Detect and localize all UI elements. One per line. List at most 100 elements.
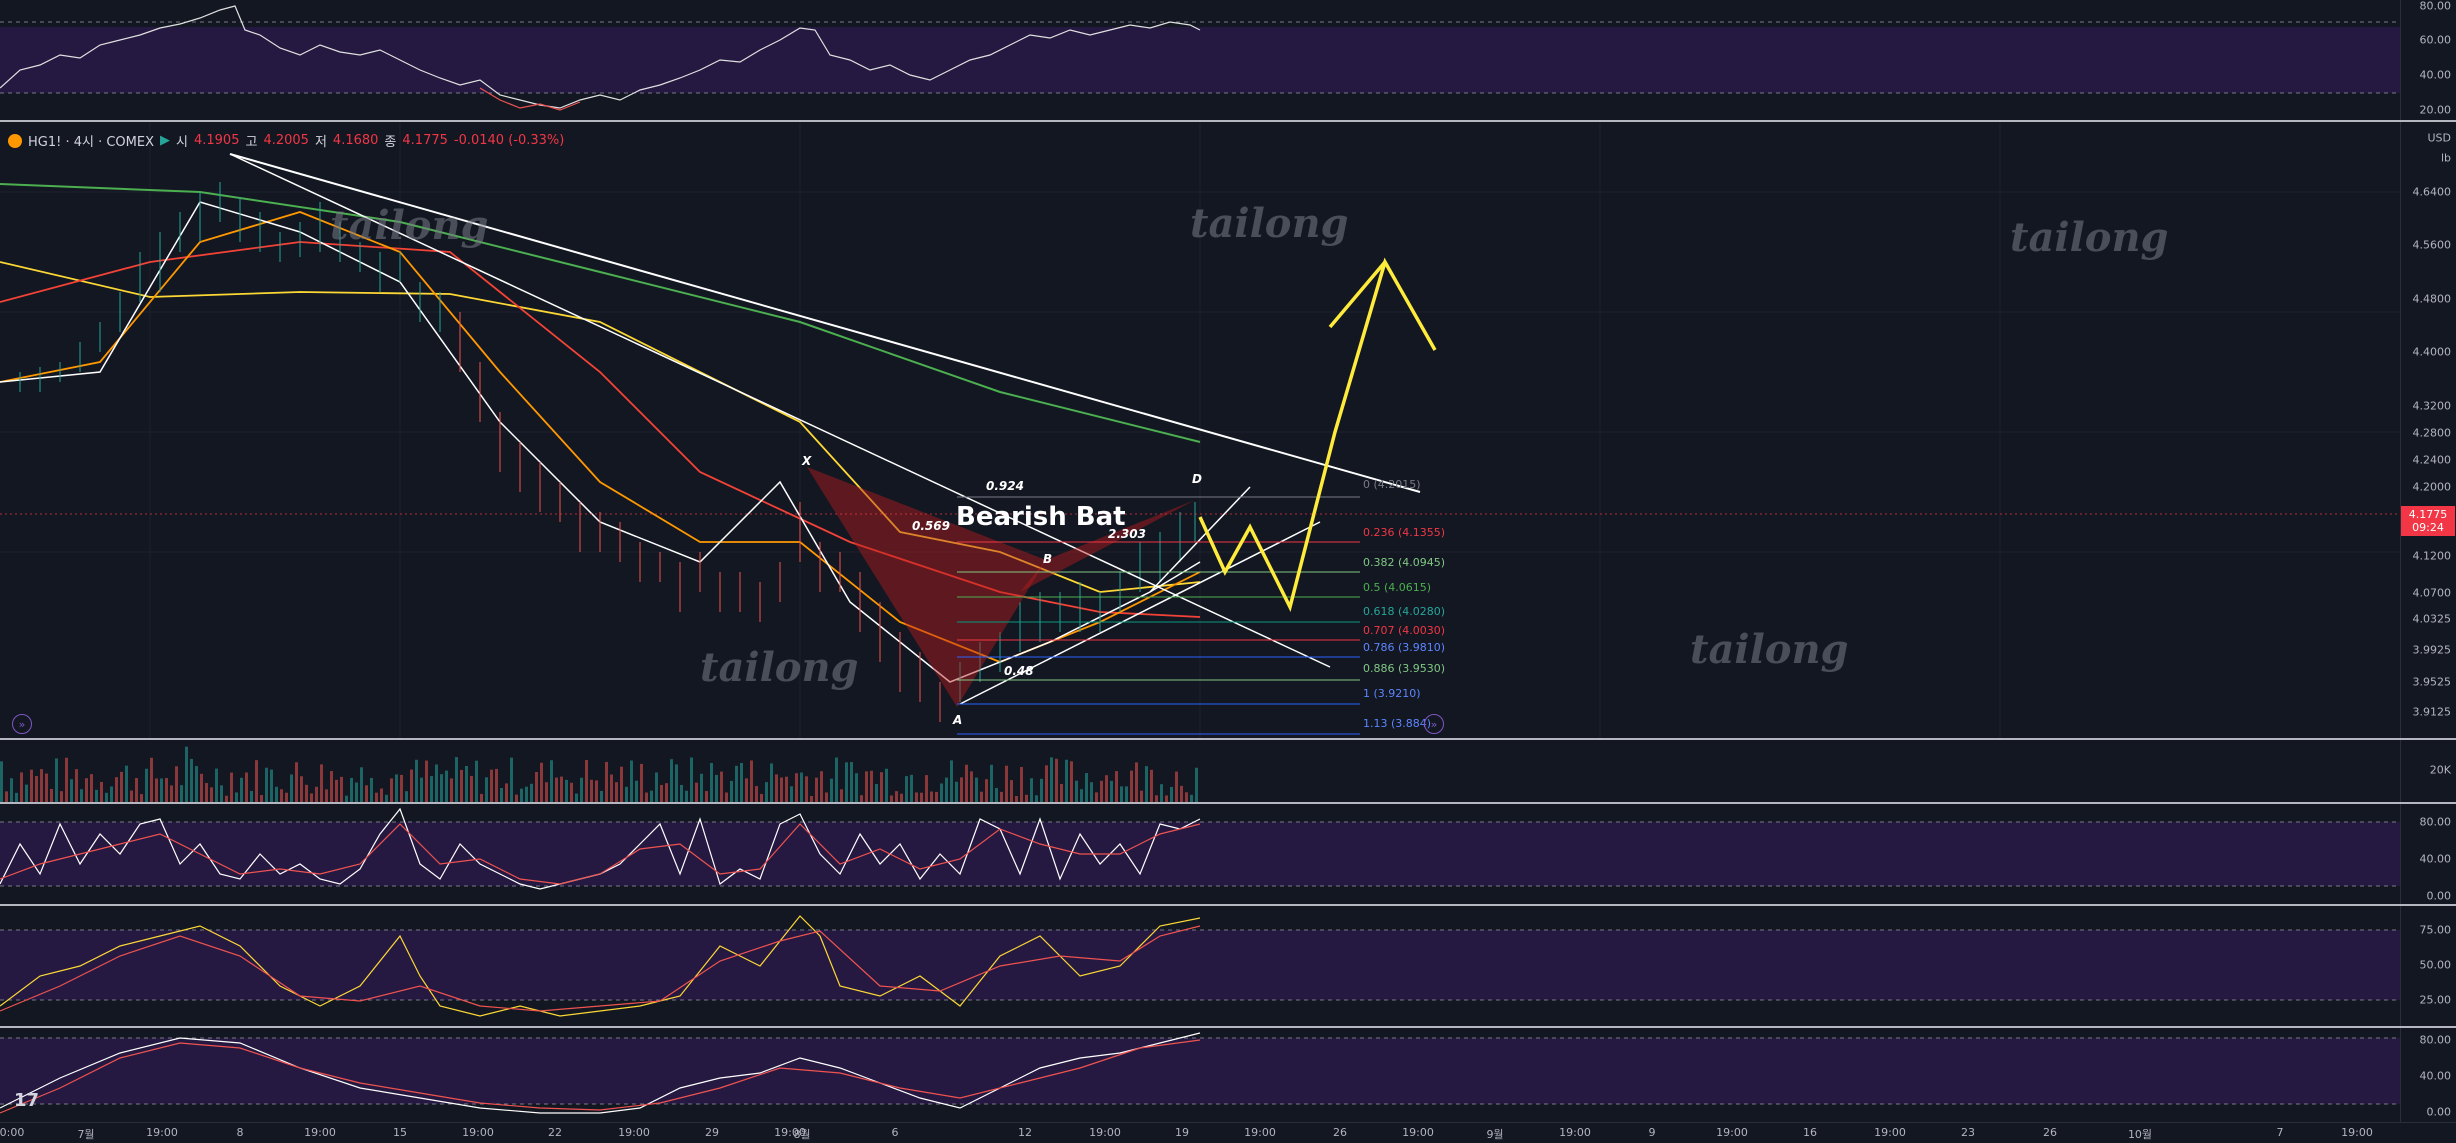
volume-bar: [75, 769, 78, 802]
volume-bar: [1095, 792, 1098, 802]
symbol-legend[interactable]: HG1! · 4시 · COMEX ▶ 시 4.1905 고 4.2005 저 4.1…: [8, 131, 564, 150]
volume-bar: [710, 762, 713, 802]
time-label: 19:00: [618, 1126, 650, 1139]
symbol-name[interactable]: HG1! · 4시 · COMEX: [28, 135, 155, 150]
point-b-label: B: [1043, 552, 1053, 566]
volume-bar: [745, 778, 748, 802]
volume-bar: [515, 794, 518, 802]
volume-bar: [735, 765, 738, 802]
ratio-xb: 0.569: [912, 519, 950, 533]
pane-separator[interactable]: [0, 1026, 2456, 1028]
osc3-pane[interactable]: 17: [0, 1028, 2400, 1122]
volume-svg: [0, 746, 1198, 802]
volume-bar: [465, 765, 468, 802]
volume-bar: [620, 766, 623, 802]
volume-bar: [1045, 765, 1048, 802]
fib-label: 0.786 (3.9810): [1363, 641, 1446, 654]
axis-tick: 75.00: [2419, 923, 2452, 937]
volume-bar: [450, 778, 453, 802]
volume-bar: [315, 786, 318, 802]
volume-bar: [1115, 771, 1118, 802]
fib-label: 1.13 (3.884): [1363, 717, 1432, 730]
volume-bar: [700, 773, 703, 802]
pane-separator[interactable]: [0, 738, 2456, 740]
axis-tick: 3.9125: [2412, 705, 2452, 719]
volume-bar: [310, 793, 313, 802]
volume-bar: [345, 795, 348, 802]
volume-bar: [1030, 778, 1033, 802]
time-label: 19:00: [774, 1126, 806, 1139]
volume-bar: [100, 781, 103, 802]
osc2-pane[interactable]: [0, 906, 2400, 1026]
volume-bar: [715, 774, 718, 802]
watermark: tailong: [1690, 626, 1849, 673]
volume-bar: [305, 784, 308, 802]
volume-bar: [925, 775, 928, 802]
price-pane[interactable]: HG1! · 4시 · COMEX ▶ 시 4.1905 고 4.2005 저 4.1…: [0, 122, 2400, 738]
volume-bar: [985, 779, 988, 802]
volume-bar: [825, 792, 828, 802]
volume-bar: [240, 777, 243, 802]
volume-bar: [255, 760, 258, 802]
time-label: 23: [1961, 1126, 1975, 1139]
volume-bar: [640, 763, 643, 802]
volume-bar: [1110, 780, 1113, 802]
time-label: 19:00: [1716, 1126, 1748, 1139]
volume-bar: [460, 769, 463, 802]
volume-bar: [1150, 769, 1153, 802]
tv-logo-icon[interactable]: 17: [14, 1090, 40, 1111]
volume-bar: [950, 760, 953, 802]
volume-bar: [740, 763, 743, 802]
candles: [19, 182, 1196, 722]
time-label: 7: [2276, 1126, 2284, 1139]
volume-bar: [880, 772, 883, 802]
price-axis[interactable]: USD lb 4.6400 4.5600 4.4800 4.4000 4.320…: [2400, 122, 2456, 738]
volume-bar: [600, 790, 603, 802]
volume-bar: [870, 770, 873, 802]
osc1-pane[interactable]: [0, 804, 2400, 904]
volume-bar: [395, 774, 398, 802]
volume-pane[interactable]: [0, 740, 2400, 802]
volume-bar: [1135, 762, 1138, 802]
double-arrow-right-icon[interactable]: »: [12, 714, 32, 734]
time-label: 6: [891, 1126, 899, 1139]
axis-tick: 50.00: [2419, 958, 2452, 972]
price-chart-svg: [0, 122, 2400, 738]
volume-bar: [130, 790, 133, 802]
volume-bar: [1010, 780, 1013, 802]
low-value: 4.1680: [332, 133, 379, 148]
axis-tick: 4.2800: [2412, 426, 2452, 440]
volume-bar: [500, 787, 503, 802]
volume-bar: [995, 787, 998, 802]
axis-tick: 4.3200: [2412, 399, 2452, 413]
unit-label[interactable]: lb: [2440, 151, 2451, 165]
volume-bar: [1065, 759, 1068, 802]
volume-bar: [730, 780, 733, 802]
volume-bar: [1035, 795, 1038, 802]
volume-bar: [235, 792, 238, 802]
currency-label[interactable]: USD: [2427, 131, 2451, 145]
volume-bar: [165, 777, 168, 802]
volume-bar: [650, 790, 653, 802]
volume-bar: [820, 771, 823, 802]
volume-bar: [575, 793, 578, 802]
high-label: 고: [245, 135, 258, 150]
time-axis[interactable]: 0:00 7월 19:00 8 19:00 15 19:00 22 19:00 …: [0, 1122, 2456, 1143]
double-arrow-right-icon[interactable]: »: [1424, 714, 1444, 734]
volume-bar: [1175, 771, 1178, 802]
axis-tick: 80.00: [2419, 815, 2452, 829]
volume-bar: [795, 773, 798, 802]
volume-bar: [520, 788, 523, 802]
axis-tick: 4.4000: [2412, 345, 2452, 359]
volume-bar: [850, 762, 853, 802]
axis-tick: 4.2000: [2412, 480, 2452, 494]
volume-bar: [115, 777, 118, 802]
axis-tick: 4.4800: [2412, 292, 2452, 306]
rsi-top-pane[interactable]: [0, 0, 2400, 120]
time-label: 29: [705, 1126, 719, 1139]
pane-separator[interactable]: [0, 802, 2456, 804]
volume-bar: [1145, 766, 1148, 802]
pane-separator[interactable]: [0, 120, 2456, 122]
pane-separator[interactable]: [0, 904, 2456, 906]
volume-bar: [660, 784, 663, 802]
